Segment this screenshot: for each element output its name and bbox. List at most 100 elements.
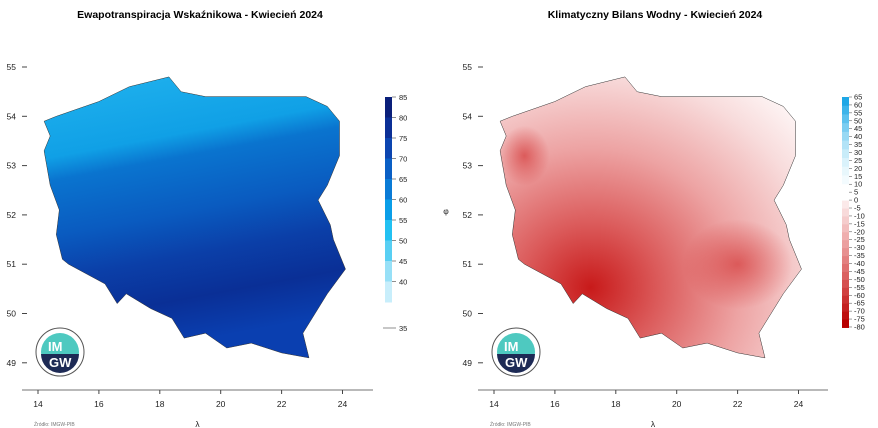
y-tick-label: 54 xyxy=(463,111,473,121)
legend-swatch xyxy=(385,158,392,180)
chart-title: Klimatyczny Bilans Wodny - Kwiecień 2024 xyxy=(548,9,763,21)
x-tick-label: 16 xyxy=(550,399,560,409)
legend-swatch xyxy=(385,281,392,303)
legend-swatch-negative xyxy=(842,240,849,249)
x-tick-label: 24 xyxy=(794,399,804,409)
x-tick-label: 16 xyxy=(94,399,104,409)
legend-swatch-negative xyxy=(842,319,849,328)
legend-swatch-positive xyxy=(842,105,849,115)
legend-label: -10 xyxy=(854,211,865,220)
legend-label: 60 xyxy=(854,100,862,109)
legend-swatch-positive xyxy=(842,114,849,124)
deficit-area-west xyxy=(499,125,550,186)
y-tick-label: 53 xyxy=(7,161,17,171)
legend-label: 40 xyxy=(399,278,407,287)
x-axis-label: λ xyxy=(195,419,200,428)
legend-swatch-positive xyxy=(842,97,849,107)
legend-label: 0 xyxy=(854,196,858,205)
x-tick-label: 20 xyxy=(216,399,226,409)
legend-swatch xyxy=(385,97,392,118)
legend-label: 15 xyxy=(854,172,862,181)
legend-label: -75 xyxy=(854,315,865,324)
logo-text-top: IM xyxy=(48,339,62,354)
legend-label: 85 xyxy=(399,93,407,102)
legend-swatch-positive xyxy=(842,158,849,168)
logo-text-top: IM xyxy=(504,339,518,354)
legend-swatch xyxy=(385,199,392,221)
y-tick-label: 54 xyxy=(7,111,17,121)
legend-label: 50 xyxy=(854,116,862,125)
y-tick-label: 53 xyxy=(463,161,473,171)
legend-label: 65 xyxy=(399,175,407,184)
x-tick-label: 18 xyxy=(611,399,621,409)
legend-swatch-negative xyxy=(842,216,849,225)
x-tick-label: 14 xyxy=(489,399,499,409)
legend-label: -70 xyxy=(854,307,865,316)
legend-swatch-positive xyxy=(842,131,849,142)
legend-label: -20 xyxy=(854,227,865,236)
legend-label: 45 xyxy=(854,124,862,133)
logo-bottom xyxy=(41,354,79,373)
imgw-logo: IMGW xyxy=(491,327,541,377)
legend-swatch-negative xyxy=(842,256,849,265)
legend-swatch-positive xyxy=(842,149,849,159)
y-tick-label: 49 xyxy=(463,358,473,368)
legend-swatch-positive xyxy=(842,175,849,185)
legend-label: 35 xyxy=(854,140,862,149)
legend-swatch-negative xyxy=(842,311,849,321)
legend-label: -40 xyxy=(854,259,865,268)
legend-label: -5 xyxy=(854,204,861,213)
legend-label: -15 xyxy=(854,219,865,228)
source-footer: Źródło: IMGW-PIB xyxy=(34,421,75,428)
legend-swatch-negative xyxy=(842,248,849,257)
y-tick-label: 50 xyxy=(7,309,17,319)
legend-swatch-positive xyxy=(842,166,849,177)
y-tick-label: 49 xyxy=(7,358,17,368)
legend-swatch-negative xyxy=(842,208,849,217)
legend-label: -65 xyxy=(854,299,865,308)
legend-label: 30 xyxy=(854,148,862,157)
x-tick-label: 18 xyxy=(155,399,165,409)
x-tick-label: 20 xyxy=(672,399,682,409)
legend-label: -35 xyxy=(854,251,865,260)
panel-water-balance: Klimatyczny Bilans Wodny - Kwiecień 2024… xyxy=(443,9,865,428)
legend-swatch-negative xyxy=(842,224,849,233)
legend-swatch xyxy=(385,138,392,159)
legend-swatch-negative xyxy=(842,295,849,305)
legend-label: -25 xyxy=(854,235,865,244)
legend-swatch xyxy=(385,220,392,241)
legend-label: 55 xyxy=(399,216,407,225)
y-tick-label: 51 xyxy=(7,259,17,269)
legend-label: 75 xyxy=(399,134,407,143)
poland-map xyxy=(499,76,802,359)
legend-label: 25 xyxy=(854,156,862,165)
imgw-logo: IMGW xyxy=(35,327,85,377)
legend-swatch-negative xyxy=(842,303,849,313)
legend-swatch xyxy=(385,261,392,282)
legend-label: -50 xyxy=(854,275,865,284)
legend-label: -60 xyxy=(854,291,865,300)
legend-label: 40 xyxy=(854,132,862,141)
legend-label: 80 xyxy=(399,114,407,123)
legend-swatch-negative xyxy=(842,271,849,281)
y-tick-label: 50 xyxy=(463,309,473,319)
color-legend: 65605550454035302520151050-5-10-15-20-25… xyxy=(842,93,865,331)
legend-label: -80 xyxy=(854,322,865,331)
x-tick-label: 24 xyxy=(338,399,348,409)
chart-title: Ewapotranspiracja Wskaźnikowa - Kwiecień… xyxy=(77,9,323,21)
legend-swatch-positive xyxy=(842,184,849,194)
legend-swatch xyxy=(385,117,392,139)
logo-text-bottom: GW xyxy=(49,355,72,370)
legend-swatch-negative xyxy=(842,200,849,210)
legend-swatch-negative xyxy=(842,264,849,273)
source-footer: Źródło: IMGW-PIB xyxy=(490,421,531,428)
legend-label: -45 xyxy=(854,267,865,276)
logo-bottom xyxy=(497,354,535,373)
legend-label: 35 xyxy=(399,324,407,333)
panel-evapotranspiration: Ewapotranspiracja Wskaźnikowa - Kwiecień… xyxy=(7,9,408,428)
legend-label: -55 xyxy=(854,283,865,292)
x-tick-label: 22 xyxy=(277,399,287,409)
y-tick-label: 51 xyxy=(463,259,473,269)
legend-swatch xyxy=(385,240,392,262)
